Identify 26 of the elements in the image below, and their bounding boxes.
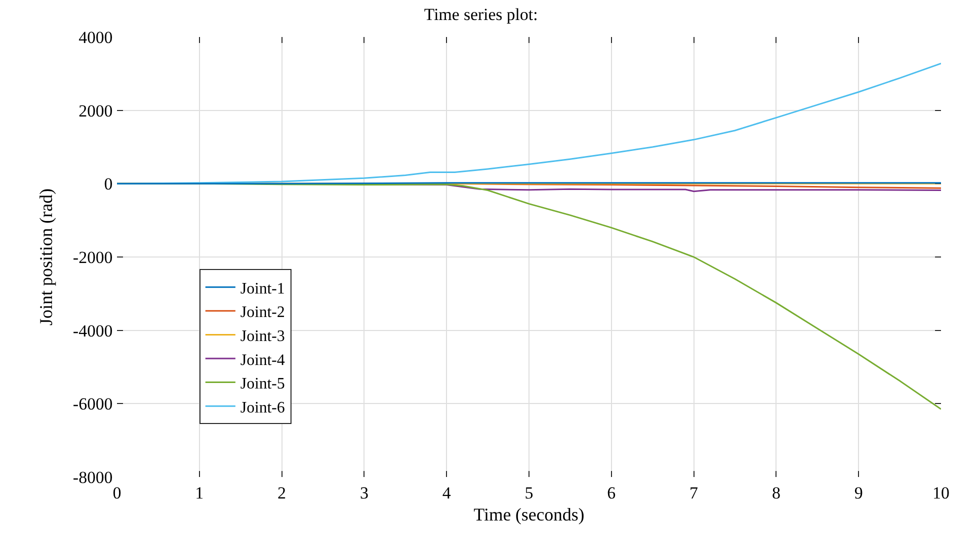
y-tick-label: -4000 [72,321,113,340]
x-tick-label: 7 [690,483,699,502]
y-tick-label: 2000 [78,101,113,120]
x-tick-label: 8 [772,483,780,502]
x-tick-label: 6 [607,483,616,502]
y-tick-label: 0 [104,174,113,194]
x-tick-label: 2 [278,483,286,502]
x-tick-label: 1 [195,483,204,502]
y-tick-label: 4000 [78,28,113,47]
y-tick-label: -8000 [72,468,113,487]
x-tick-label: 3 [360,483,368,502]
y-tick-label: -6000 [72,394,113,414]
y-axis-title: Joint position (rad) [36,188,56,326]
x-axis-title: Time (seconds) [474,504,584,524]
y-tick-label: -2000 [72,248,113,267]
x-tick-label: 4 [442,483,452,502]
legend-label: Joint-3 [240,328,285,345]
legend-label: Joint-6 [240,399,285,416]
x-tick-label: 5 [524,483,534,502]
chart-title: Time series plot: [424,4,538,24]
legend-label: Joint-4 [240,352,285,369]
legend-label: Joint-5 [240,376,285,393]
x-tick-label: 9 [854,483,863,502]
x-tick-label: 10 [932,483,950,502]
legend-label: Joint-1 [240,280,285,298]
legend-label: Joint-2 [240,304,285,322]
